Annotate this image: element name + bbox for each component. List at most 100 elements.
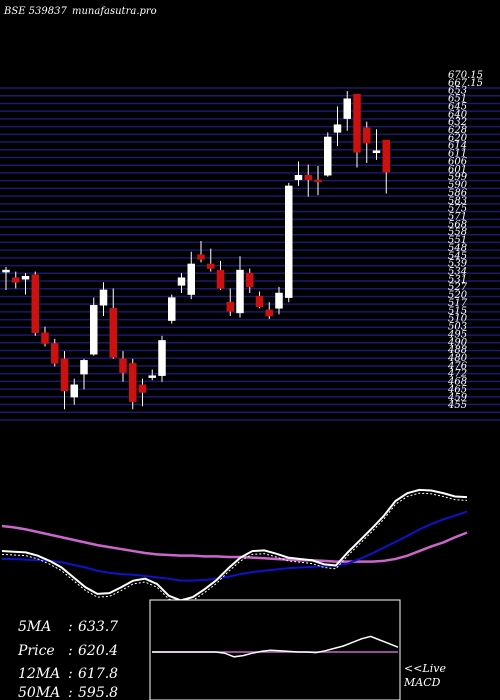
candle-body [177,277,186,286]
candle-body [226,301,234,312]
ma-fast-dotted-line [1,492,468,605]
price-axis-label: 632 [448,117,467,128]
price-axis-label: 620 [448,133,468,144]
price-axis-label: 640 [448,109,468,120]
candlestick-series [2,91,390,410]
candle-body [12,277,20,283]
candle-body [109,308,117,358]
ma50-value: 595.8 [78,685,118,700]
price-axis-label: 645 [448,101,467,112]
candle-body [158,340,166,376]
candle-body [246,272,254,288]
svg-text::: : [68,666,73,682]
price-axis-label: 472 [447,369,467,380]
moving-average-lines [1,488,468,605]
candle-body [51,343,59,364]
ma12-label: 12MA [18,666,60,682]
price-grid [0,87,500,421]
candle-body [265,309,273,317]
site-watermark: munafasutra.pro [72,6,157,17]
candle-body [236,269,244,314]
candle-body [285,185,293,298]
candle-body [99,289,108,306]
price-axis-label: 520 [448,290,468,301]
price-axis-label: 653 [448,86,467,97]
candle-body [382,139,390,173]
candle-body [197,254,205,260]
candle-body [275,292,283,309]
price-axis: 670.15667.156536516456406326286206146116… [447,70,483,411]
candle-body [372,150,381,153]
candle-body [2,269,10,273]
candle-body [207,263,215,269]
price-axis-label: 614 [448,141,467,152]
macd-lines [152,635,399,658]
candle-body [119,358,127,373]
candle-body [353,93,361,153]
price-axis-label: 601 [448,164,467,175]
price-axis-label: 590 [448,180,468,191]
macd-label-line2: MACD [403,676,441,689]
price-axis-label: 488 [447,345,467,356]
candle-body [363,127,371,144]
price-axis-label: 459 [447,392,468,403]
price-axis-label: 586 [448,188,468,199]
price-axis-label: 490 [447,337,468,348]
price-label: Price [17,643,55,659]
candle-body [255,295,264,308]
price-axis-label: 531 [448,274,467,285]
candle-body [314,179,322,183]
candle-body [216,269,225,289]
price-axis-label: 571 [448,211,467,222]
svg-text::: : [68,685,73,700]
price-axis-label: 517 [448,298,468,309]
price-axis-label: 568 [448,219,467,230]
candle-body [148,375,156,378]
candle-body [129,363,137,402]
candle-body [343,98,351,119]
ma5-value: 633.7 [78,619,118,635]
price-axis-label: 599 [448,172,468,183]
price-axis-label: 651 [448,94,467,105]
ma50-label: 50MA [18,685,60,700]
price-axis-label: 545 [448,251,467,262]
candle-body [333,124,342,133]
ma-slow-line [1,524,468,563]
price-axis-label: 476 [447,361,468,372]
price-value: 620.4 [78,643,118,659]
ma-fast-line [1,488,468,602]
price-axis-label: 606 [448,156,468,167]
macd-line [152,635,399,658]
macd-label-line1: <<Live [404,662,446,675]
price-axis-label: 670.15 [448,70,483,81]
candle-body [31,274,39,334]
price-axis-label: 611 [448,149,467,160]
candle-body [168,297,176,321]
price-axis-label: 575 [448,204,467,215]
price-axis-label: 628 [448,125,467,136]
candle-body [41,332,49,344]
price-axis-label: 667.15 [448,78,483,89]
price-axis-label: 534 [448,267,467,278]
price-axis-label: 465 [447,384,467,395]
exchange-code-label: BSE 539837 [3,6,67,17]
candle-body [294,174,303,181]
price-axis-label: 515 [448,306,467,317]
price-axis-label: 551 [448,235,467,246]
candle-body [90,305,98,355]
price-axis-label: 583 [448,196,467,207]
price-axis-label: 510 [448,314,468,325]
price-axis-label: 480 [447,353,468,364]
price-axis-label: 503 [448,322,467,333]
candle-body [21,275,30,280]
price-axis-label: 527 [448,282,468,293]
svg-text::: : [68,643,73,659]
price-axis-label: 495 [447,329,467,340]
price-axis-label: 558 [448,227,467,238]
ma-mid-line [2,510,468,582]
candle-body [80,360,88,375]
candle-body [138,384,147,393]
candle-body [60,358,69,392]
ma12-value: 617.8 [78,666,118,682]
